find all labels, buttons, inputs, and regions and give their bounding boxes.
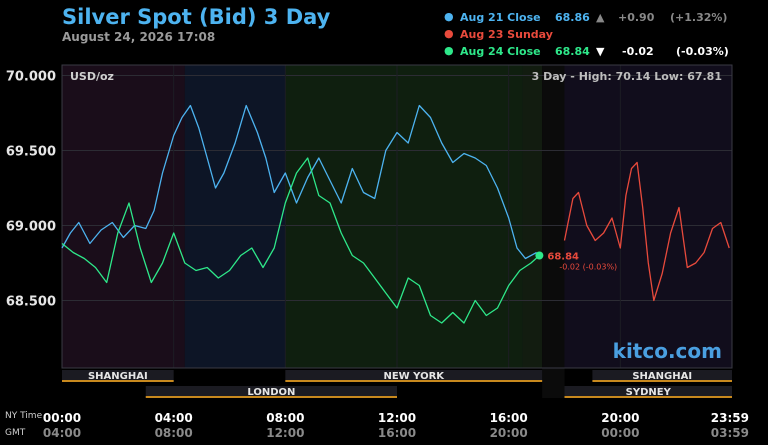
- market-closed-band: [542, 65, 565, 398]
- x-tick-gmt-5: 00:00: [601, 426, 639, 440]
- current-change-label: -0.02 (-0.03%): [559, 263, 617, 272]
- session-shade-3: [522, 65, 543, 368]
- gmt-axis-label: GMT: [5, 428, 26, 438]
- session-shade-5: [564, 65, 732, 368]
- current-price-dot: [535, 251, 544, 260]
- kitco-watermark: kitco.com: [613, 339, 722, 363]
- current-price-label: 68.84: [547, 252, 579, 263]
- series-line-2: [61, 157, 540, 324]
- session-label-shanghai: SHANGHAI: [88, 371, 148, 382]
- legend-arrow-up-icon: ▲: [596, 11, 605, 24]
- x-tick-gmt-4: 20:00: [490, 426, 528, 440]
- session-bar-bg-4: [564, 386, 732, 397]
- session-shade-1: [184, 65, 286, 368]
- legend-value-aug24: 68.84: [555, 45, 590, 58]
- x-tick-ny-5: 20:00: [601, 411, 639, 425]
- unit-label: USD/oz: [70, 70, 114, 83]
- session-label-sydney: SYDNEY: [626, 387, 672, 398]
- session-bar-bg-2: [592, 370, 732, 381]
- session-bar-bg-3: [145, 386, 397, 397]
- legend-change-aug21: +0.90: [618, 11, 655, 24]
- legend-percent-aug24: (-0.03%): [676, 45, 729, 58]
- chart-timestamp: August 24, 2026 17:08: [62, 30, 216, 44]
- legend-value-aug21: 68.86: [555, 11, 590, 24]
- x-tick-ny-4: 16:00: [490, 411, 528, 425]
- x-tick-gmt-6: 03:59: [711, 426, 749, 440]
- y-tick-label-3: 68.500: [6, 295, 56, 310]
- legend-dot-aug24: ●: [444, 44, 454, 57]
- session-shade-2: [285, 65, 523, 368]
- legend-change-aug24: -0.02: [622, 45, 654, 58]
- x-tick-ny-1: 04:00: [155, 411, 193, 425]
- session-label-london: LONDON: [247, 387, 295, 398]
- x-tick-gmt-1: 08:00: [155, 426, 193, 440]
- legend-label-aug24: Aug 24 Close: [460, 45, 541, 58]
- x-tick-ny-0: 00:00: [43, 411, 81, 425]
- x-tick-gmt-3: 16:00: [378, 426, 416, 440]
- series-line-0: [61, 104, 537, 260]
- ny-time-axis-label: NY Time: [5, 411, 43, 421]
- legend-percent-aug21: (+1.32%): [670, 11, 728, 24]
- legend-arrow-down-icon: ▼: [596, 45, 605, 58]
- x-tick-ny-3: 12:00: [378, 411, 416, 425]
- legend-label-aug21: Aug 21 Close: [460, 11, 541, 24]
- y-tick-label-0: 70.000: [6, 70, 56, 85]
- session-bar-bg-0: [62, 370, 174, 381]
- x-tick-ny-6: 23:59: [711, 411, 749, 425]
- series-line-1: [563, 161, 730, 302]
- session-bar-bg-1: [285, 370, 543, 381]
- x-tick-gmt-0: 04:00: [43, 426, 81, 440]
- legend-item-aug24: ●: [444, 44, 454, 57]
- plot-border: [61, 64, 733, 369]
- session-label-new-york: NEW YORK: [383, 371, 445, 382]
- legend-dot-aug21: ●: [444, 10, 454, 23]
- x-tick-ny-2: 08:00: [266, 411, 304, 425]
- y-tick-label-2: 69.000: [6, 220, 56, 235]
- legend-item-aug23: ●: [444, 27, 454, 40]
- session-label-shanghai: SHANGHAI: [632, 371, 692, 382]
- range-text: 3 Day - High: 70.14 Low: 67.81: [532, 70, 722, 83]
- legend-label-aug23: Aug 23 Sunday: [460, 28, 553, 41]
- chart-title: Silver Spot (Bid) 3 Day: [62, 5, 331, 29]
- legend-item-aug21: ●: [444, 10, 454, 23]
- x-tick-gmt-2: 12:00: [266, 426, 304, 440]
- legend-dot-aug23: ●: [444, 27, 454, 40]
- y-tick-label-1: 69.500: [6, 145, 56, 160]
